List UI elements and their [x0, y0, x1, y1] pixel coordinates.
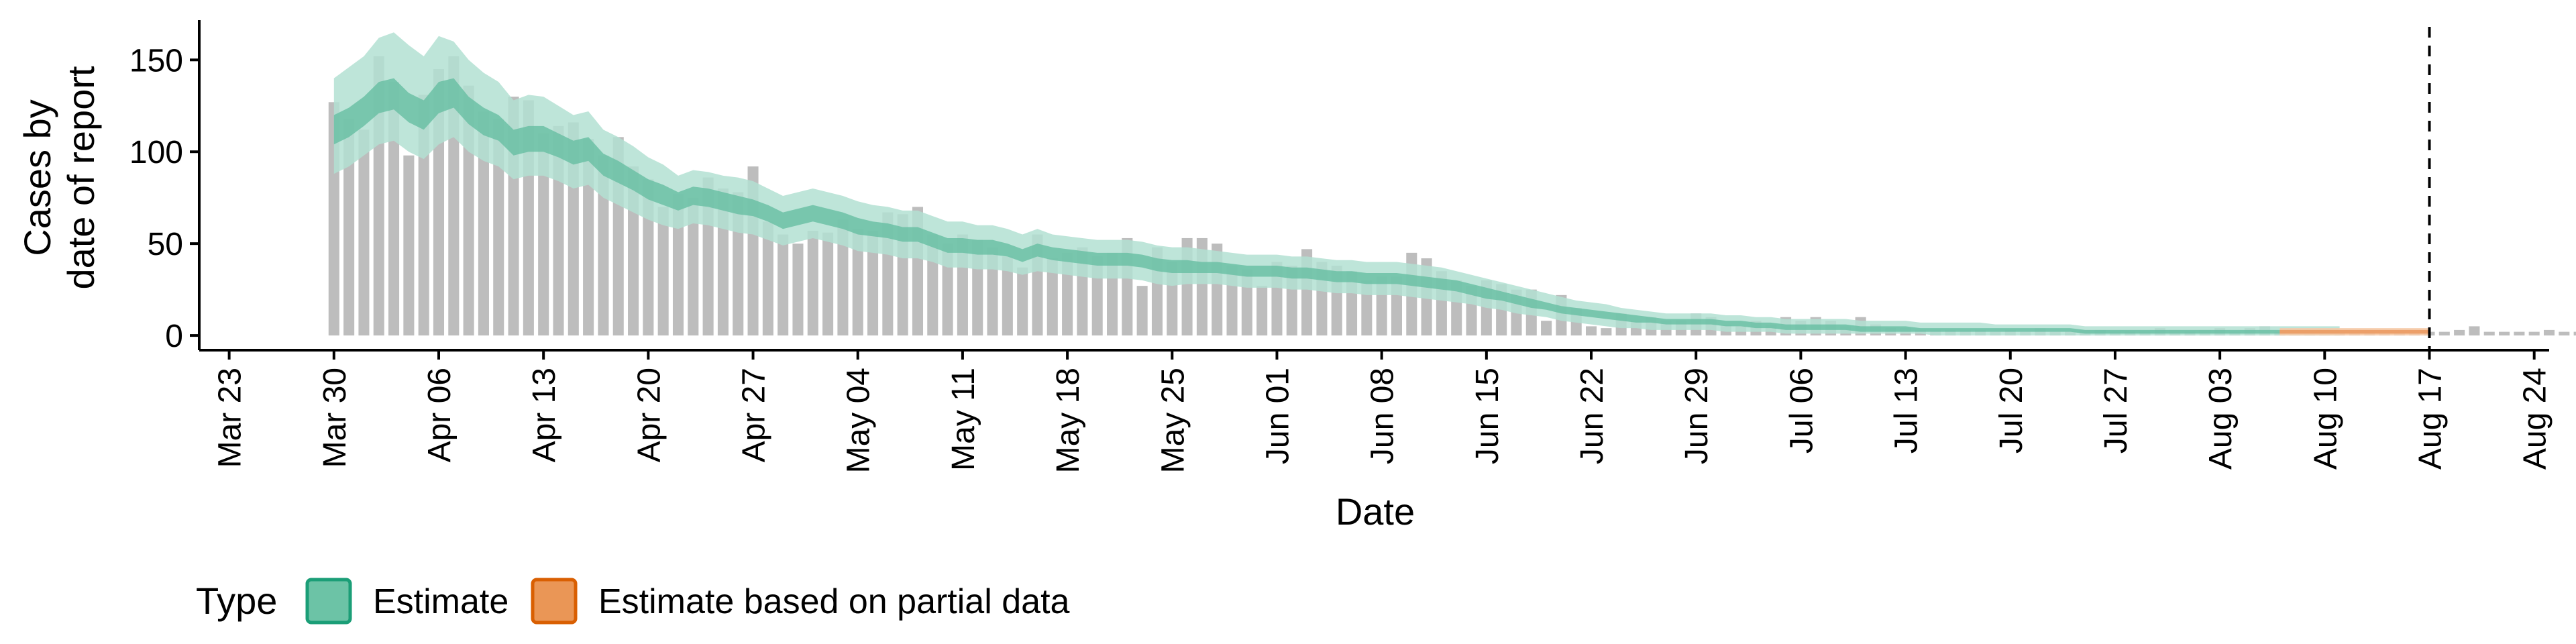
x-tick-label: Mar 23	[213, 368, 248, 468]
bar	[2438, 331, 2450, 336]
bar	[657, 207, 669, 336]
estimate-bands	[333, 32, 2430, 336]
bar	[598, 155, 609, 336]
bar	[852, 229, 863, 336]
x-tick-label: Mar 30	[317, 368, 353, 468]
bar	[1541, 321, 1552, 336]
estimate-inner-band	[333, 78, 2340, 334]
x-tick-label: May 11	[946, 368, 981, 471]
x-tick-label: May 04	[841, 368, 877, 473]
y-tick-label: 150	[129, 43, 183, 78]
x-tick-label: Aug 03	[2203, 368, 2239, 470]
x-tick-label: Jun 15	[1470, 368, 1505, 464]
bar	[672, 194, 684, 336]
y-axis-title: Cases by date of report	[16, 66, 102, 290]
bar	[1017, 267, 1028, 336]
x-axis-title: Date	[1336, 490, 1415, 533]
bar	[2573, 331, 2576, 336]
y-axis-title-line-1: Cases by	[16, 99, 58, 256]
bar	[2559, 331, 2570, 336]
bar	[358, 129, 370, 336]
bar	[2528, 331, 2540, 336]
y-axis-title-line-2: date of report	[60, 66, 102, 290]
bar	[688, 197, 699, 336]
bar	[388, 82, 400, 336]
bar	[1046, 258, 1058, 336]
bar	[1601, 328, 1612, 336]
x-tick-label: Aug 10	[2308, 368, 2343, 470]
x-tick-label: Jul 06	[1784, 368, 1819, 453]
x-tick-label: Jun 08	[1365, 368, 1401, 464]
bar	[777, 234, 789, 336]
x-tick-label: Jun 22	[1574, 368, 1610, 464]
bar	[493, 118, 504, 336]
bar	[538, 133, 549, 336]
x-tick-label: Jul 20	[1994, 368, 2029, 453]
y-tick-label: 100	[129, 135, 183, 170]
bar	[583, 139, 594, 336]
x-tick-label: Apr 27	[737, 368, 772, 462]
bar	[343, 118, 355, 336]
x-tick-label: Apr 20	[631, 368, 667, 462]
bar	[807, 230, 818, 336]
bar	[2543, 329, 2555, 336]
bar	[1585, 326, 1597, 336]
x-tick-label: May 25	[1155, 368, 1191, 473]
bar	[1002, 256, 1013, 336]
bar	[1256, 286, 1268, 336]
legend: Type Estimate Estimate based on partial da…	[196, 578, 1070, 625]
x-tick-label: Aug 17	[2413, 368, 2449, 470]
x-tick-label: Aug 24	[2518, 368, 2553, 470]
x-tick-label: Jul 13	[1889, 368, 1925, 453]
x-tick-label: Apr 13	[527, 368, 562, 462]
bar	[762, 221, 773, 336]
x-tick-label: Jun 01	[1260, 368, 1295, 464]
axes: 0 50 100 150 Mar 23 Mar 30 Apr 06 Apr 13 Apr 20 A…	[129, 20, 2553, 473]
bar	[792, 244, 804, 336]
legend-swatch-partial	[531, 578, 578, 625]
bar	[2499, 331, 2510, 336]
bar	[837, 219, 849, 336]
bar	[2514, 331, 2525, 336]
legend-swatch-estimate	[305, 578, 352, 625]
bar	[2483, 331, 2495, 336]
bar	[2469, 326, 2480, 336]
bar	[478, 111, 489, 336]
y-tick-label: 50	[148, 227, 183, 262]
partial-inner-band	[2279, 329, 2430, 334]
bar	[2454, 329, 2465, 336]
bar	[867, 230, 879, 336]
legend-label-partial: Estimate based on partial data	[598, 582, 1070, 621]
bar	[403, 155, 415, 336]
bar	[822, 232, 834, 336]
legend-title: Type	[196, 580, 277, 622]
x-tick-label: May 18	[1051, 368, 1086, 473]
x-tick-label: Jun 29	[1679, 368, 1715, 464]
x-tick-label: Apr 06	[422, 368, 458, 462]
bar	[1136, 286, 1148, 336]
legend-label-estimate: Estimate	[373, 582, 508, 621]
x-tick-label: Jul 27	[2098, 368, 2134, 453]
y-tick-label: 0	[165, 319, 183, 354]
